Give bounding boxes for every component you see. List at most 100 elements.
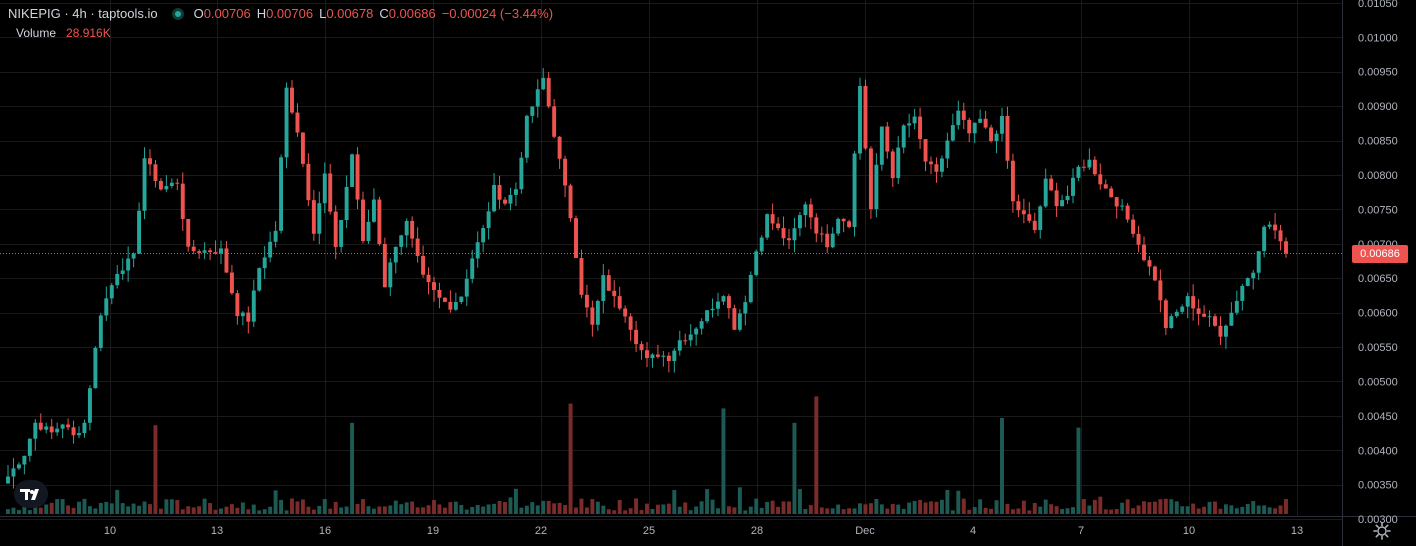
volume-bar [486, 504, 491, 514]
volume-bar [1158, 499, 1163, 514]
candle-body [464, 278, 469, 297]
candle-body [748, 274, 753, 303]
low-value: 0.00678 [326, 6, 374, 21]
candle-body [432, 282, 436, 290]
volume-bar [568, 403, 573, 514]
candle-body [513, 189, 518, 195]
volume-bar [666, 503, 671, 514]
volume-bar [513, 488, 518, 514]
volume-bar [879, 504, 884, 514]
candle-body [1180, 306, 1185, 312]
price-tick-label: 0.00650 [1358, 273, 1398, 285]
candle-body [584, 294, 589, 308]
volume-bar [279, 499, 284, 514]
price-tick-label: 0.00450 [1358, 411, 1398, 423]
volume-bar [1180, 506, 1185, 514]
volume-bar [1207, 501, 1212, 514]
volume-bar [1163, 498, 1168, 514]
candle-body [240, 312, 245, 317]
volume-bar [983, 507, 988, 514]
candle-body [33, 422, 38, 439]
volume-bar [60, 499, 65, 514]
volume-bar [912, 500, 917, 514]
candle-body [284, 87, 289, 158]
volume-bar [426, 505, 431, 514]
volume-bar [732, 507, 737, 514]
volume-bar [169, 499, 174, 514]
volume-bar [240, 502, 245, 514]
candle-body [661, 355, 666, 357]
volume-bar [415, 507, 420, 514]
volume-bar [841, 509, 846, 514]
volume-bar [1185, 506, 1190, 514]
volume-bar [787, 501, 791, 514]
candle-body [49, 426, 54, 433]
volume-bar [617, 499, 622, 514]
price-tick-label: 0.00750 [1358, 204, 1398, 216]
candle-body [934, 164, 939, 172]
volume-bar [115, 489, 120, 514]
volume-bar [1087, 505, 1092, 514]
volume-bar [606, 509, 611, 514]
candle-body [868, 148, 873, 210]
volume-bar [923, 502, 928, 514]
volume-bar [1273, 508, 1278, 514]
candle-body [317, 203, 322, 234]
candle-body [311, 200, 316, 234]
volume-bar [814, 396, 819, 514]
volume-bar [563, 505, 568, 514]
candle-body [956, 110, 961, 126]
gear-icon[interactable] [1372, 521, 1392, 541]
candle-body [552, 106, 557, 137]
last-price-tag: 0.00686 [1352, 244, 1408, 263]
volume-bar [186, 506, 191, 514]
volume-bar [257, 510, 262, 514]
volume-bar [6, 509, 10, 514]
time-tick-label: 13 [1291, 525, 1303, 537]
candle-body [535, 89, 540, 107]
candle-body [104, 298, 109, 316]
volume-bar [1071, 507, 1075, 514]
candle-body [142, 158, 147, 211]
tradingview-logo-icon[interactable] [14, 480, 48, 508]
volume-bar [1284, 499, 1288, 514]
candle-body [863, 85, 868, 149]
candle-body [1207, 316, 1212, 318]
candle-body [563, 158, 568, 186]
volume-bar [825, 508, 830, 514]
candle-body [1049, 178, 1054, 191]
market-status-dot-icon[interactable] [171, 7, 184, 20]
volume-bar [393, 500, 398, 514]
volume-bar [836, 504, 841, 514]
volume-bar [1174, 501, 1179, 514]
candle-body [306, 163, 311, 201]
candle-body [1185, 296, 1190, 307]
volume-bar [333, 501, 338, 514]
volume-bar [175, 500, 180, 514]
candle-body [781, 228, 786, 239]
volume-bar [235, 507, 240, 514]
volume-bar [584, 507, 589, 514]
volume-bar [552, 503, 557, 514]
candle-body [639, 344, 644, 351]
volume-bar [885, 508, 890, 514]
volume-bar [874, 498, 879, 514]
volume-bar [1065, 508, 1070, 514]
volume-bar [1114, 509, 1119, 514]
candle-body [164, 186, 169, 190]
volume-bar [1000, 418, 1004, 514]
candle-body [1213, 316, 1217, 326]
volume-bar [683, 502, 688, 514]
volume-bar [55, 499, 60, 514]
candle-body [339, 220, 344, 247]
volume-bar [1196, 508, 1201, 514]
candle-body [486, 211, 491, 229]
volume-bar [87, 506, 92, 514]
candle-body [628, 316, 633, 330]
candle-body [158, 180, 163, 190]
volume-bar [677, 506, 682, 514]
volume-bar [546, 500, 551, 514]
volume-bar [104, 501, 109, 514]
